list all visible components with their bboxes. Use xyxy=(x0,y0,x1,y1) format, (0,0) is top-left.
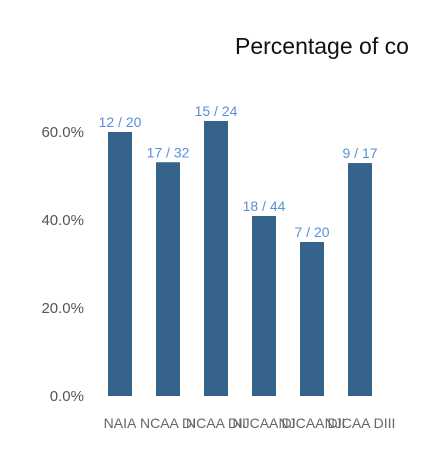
y-tick-label: 20.0% xyxy=(41,300,84,317)
data-label: 15 / 24 xyxy=(195,103,238,119)
x-tick-label: NCAA DI xyxy=(140,415,196,431)
y-tick-label: 60.0% xyxy=(41,124,84,141)
y-axis: 0.0% 20.0% 40.0% 60.0% xyxy=(41,124,84,405)
data-label: 7 / 20 xyxy=(294,224,329,240)
bar xyxy=(348,163,372,396)
data-labels-group: 12 / 20 17 / 32 15 / 24 18 / 44 7 / 20 9 / 17 xyxy=(99,103,378,240)
bar xyxy=(156,162,180,396)
bar xyxy=(108,132,132,396)
y-tick-label: 0.0% xyxy=(50,388,84,405)
data-label: 18 / 44 xyxy=(243,198,286,214)
x-tick-label: NCAA DII xyxy=(186,415,246,431)
bars-group xyxy=(108,121,372,396)
bar xyxy=(204,121,228,396)
x-tick-label: NJCAA DII xyxy=(279,415,346,431)
data-label: 17 / 32 xyxy=(147,144,190,160)
chart-title: Percentage of co xyxy=(235,33,409,59)
x-tick-label: NJCAA DI xyxy=(232,415,295,431)
x-tick-label: NAIA xyxy=(104,415,137,431)
x-tick-label: NJCAA DIII xyxy=(325,415,396,431)
bar xyxy=(300,242,324,396)
bar xyxy=(252,215,276,396)
data-label: 12 / 20 xyxy=(99,114,142,130)
y-tick-label: 40.0% xyxy=(41,212,84,229)
data-label: 9 / 17 xyxy=(342,145,377,161)
